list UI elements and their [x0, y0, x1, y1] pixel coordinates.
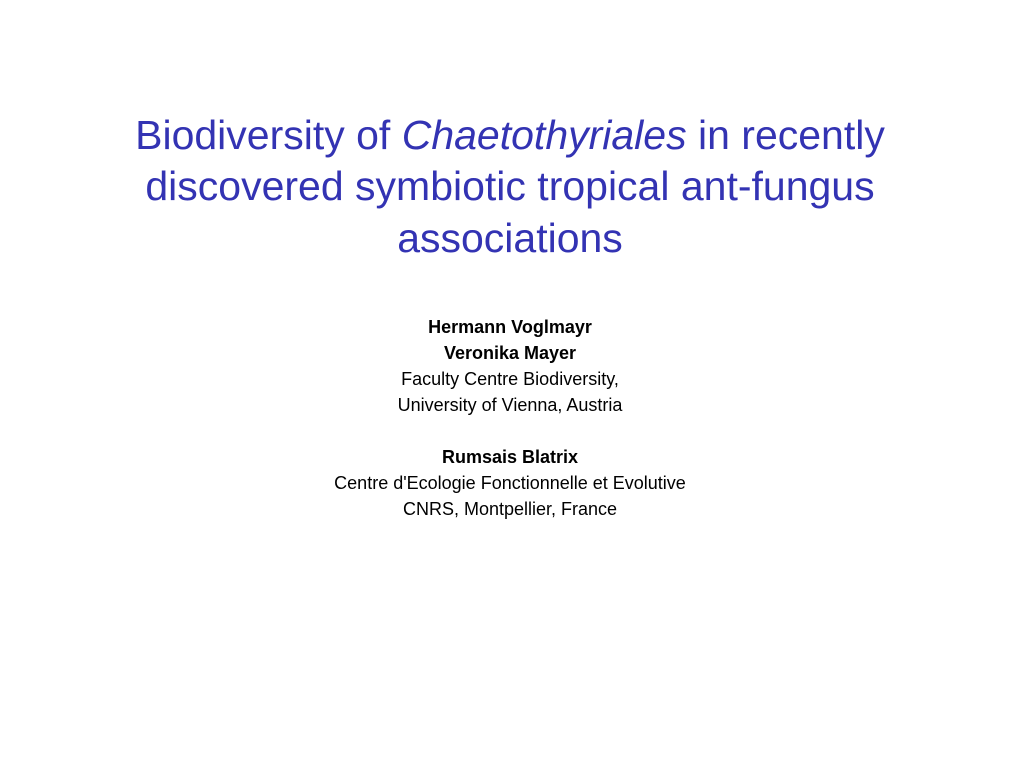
- affiliation-line: Faculty Centre Biodiversity,: [334, 366, 686, 392]
- title-italic: Chaetothyriales: [402, 112, 687, 158]
- title-text-1: Biodiversity of: [135, 112, 402, 158]
- author-name: Veronika Mayer: [334, 340, 686, 366]
- slide-container: Biodiversity of Chaetothyriales in recen…: [0, 0, 1020, 765]
- affiliation-line: CNRS, Montpellier, France: [334, 496, 686, 522]
- slide-title: Biodiversity of Chaetothyriales in recen…: [60, 110, 960, 264]
- author-name: Hermann Voglmayr: [334, 314, 686, 340]
- author-group-1: Hermann Voglmayr Veronika Mayer Faculty …: [334, 314, 686, 418]
- affiliation-line: University of Vienna, Austria: [334, 392, 686, 418]
- author-name: Rumsais Blatrix: [334, 444, 686, 470]
- author-group-2: Rumsais Blatrix Centre d'Ecologie Foncti…: [334, 444, 686, 522]
- authors-block: Hermann Voglmayr Veronika Mayer Faculty …: [334, 314, 686, 549]
- affiliation-line: Centre d'Ecologie Fonctionnelle et Evolu…: [334, 470, 686, 496]
